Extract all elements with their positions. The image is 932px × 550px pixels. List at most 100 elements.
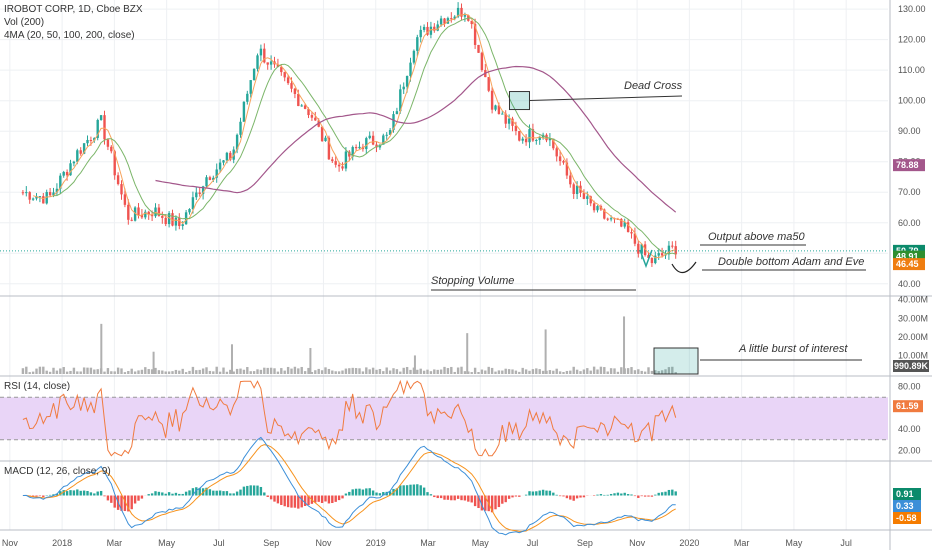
volume-bar xyxy=(181,368,184,374)
volume-bar xyxy=(205,367,208,374)
volume-spike xyxy=(413,355,416,374)
candle-body xyxy=(572,184,575,194)
candle-body xyxy=(494,105,497,110)
candle-body xyxy=(501,113,504,115)
candle-body xyxy=(365,138,368,150)
macd-hist-bar xyxy=(606,494,609,496)
candle-body xyxy=(283,72,286,78)
candle-body xyxy=(555,148,558,157)
macd-hist-bar xyxy=(239,489,242,496)
volume-bar xyxy=(280,368,283,374)
volume-bar xyxy=(446,368,450,374)
candle-body xyxy=(497,105,501,115)
volume-bar xyxy=(276,371,280,374)
ma20-badge xyxy=(893,258,925,271)
candle-body xyxy=(157,207,161,216)
macd-hist-bar xyxy=(446,495,450,500)
candle-body xyxy=(443,18,446,24)
candle-body xyxy=(450,18,453,20)
volume-bar xyxy=(157,370,161,374)
macd-hist-bar xyxy=(195,487,198,496)
candle-body xyxy=(164,217,167,225)
volume-bar xyxy=(337,371,341,374)
macd-hist-bar xyxy=(637,495,640,498)
stopping-volume-label: Stopping Volume xyxy=(431,275,515,287)
candle-body xyxy=(252,68,256,81)
macd-hist-bar xyxy=(504,495,507,503)
macd-hist-bar xyxy=(535,491,538,496)
macd-hist-bar xyxy=(650,495,654,497)
volume-bar xyxy=(222,367,225,374)
x-tick-label: 2020 xyxy=(679,538,699,548)
volume-bar xyxy=(35,368,38,374)
volume-bar xyxy=(341,370,344,374)
macd-hist-bar xyxy=(548,490,552,496)
main-legend: IROBOT CORP, 1D, Cboe BZX xyxy=(4,4,143,15)
macd-hist-bar xyxy=(395,488,399,496)
volume-bar xyxy=(548,370,552,374)
volume-bar xyxy=(643,371,647,374)
volume-bar xyxy=(609,368,613,374)
candle-body xyxy=(215,169,218,178)
candle-body xyxy=(293,88,297,94)
macd-hist-bar xyxy=(191,488,195,496)
candle-body xyxy=(181,224,184,227)
volume-bar xyxy=(331,370,334,374)
macd-hist-bar xyxy=(96,491,99,496)
macd-hist-bar xyxy=(613,493,616,496)
volume-bar xyxy=(21,368,25,374)
volume-bar xyxy=(69,370,72,374)
candle-body xyxy=(205,177,208,187)
candle-body xyxy=(198,192,201,195)
candle-body xyxy=(337,164,341,167)
candle-body xyxy=(351,147,354,157)
candle-body xyxy=(518,131,521,141)
hist-badge xyxy=(893,512,921,524)
volume-bar xyxy=(144,367,147,374)
volume-bar xyxy=(246,367,249,374)
candle-body xyxy=(433,26,436,31)
candle-body xyxy=(456,7,460,17)
volume-bar xyxy=(184,372,188,374)
signal-badge xyxy=(893,500,921,512)
x-tick-label: 2019 xyxy=(366,538,386,548)
macd-hist-bar xyxy=(348,491,351,496)
volume-bar xyxy=(365,367,368,374)
volume-bar xyxy=(188,370,191,374)
y-tick-label: 90.00 xyxy=(898,126,921,136)
macd-hist-bar xyxy=(616,492,620,496)
volume-bar xyxy=(201,368,205,374)
candle-body xyxy=(412,50,416,63)
candle-body xyxy=(392,114,395,131)
macd-hist-bar xyxy=(405,485,409,496)
macd-hist-bar xyxy=(443,495,446,500)
ma200-badge-text: 78.88 xyxy=(896,160,919,170)
macd-hist-bar xyxy=(113,495,116,508)
volume-bar xyxy=(215,366,218,374)
candle-body xyxy=(256,55,259,69)
candle-body xyxy=(276,64,280,68)
volume-bar xyxy=(154,367,157,374)
volume-bar xyxy=(660,370,664,374)
candle-body xyxy=(62,171,65,176)
volume-bar xyxy=(303,371,307,374)
macd-hist-bar xyxy=(286,495,290,508)
volume-bar xyxy=(273,368,276,374)
macd-hist-bar xyxy=(35,495,38,497)
macd-hist-bar xyxy=(249,485,252,496)
ma50-line xyxy=(53,17,676,255)
volume-bar xyxy=(327,368,331,374)
macd-hist-bar xyxy=(62,490,65,496)
candle-body xyxy=(178,217,181,227)
candle-body xyxy=(426,26,429,35)
volume-bar xyxy=(579,371,582,374)
macd-hist-bar xyxy=(494,495,497,510)
candle-body xyxy=(161,215,164,218)
candle-body xyxy=(334,161,337,165)
macd-hist-bar xyxy=(48,494,52,496)
candle-body xyxy=(667,245,671,255)
macd-hist-bar xyxy=(361,489,365,496)
macd-hist-bar xyxy=(157,491,161,496)
volume-bar xyxy=(599,366,603,374)
